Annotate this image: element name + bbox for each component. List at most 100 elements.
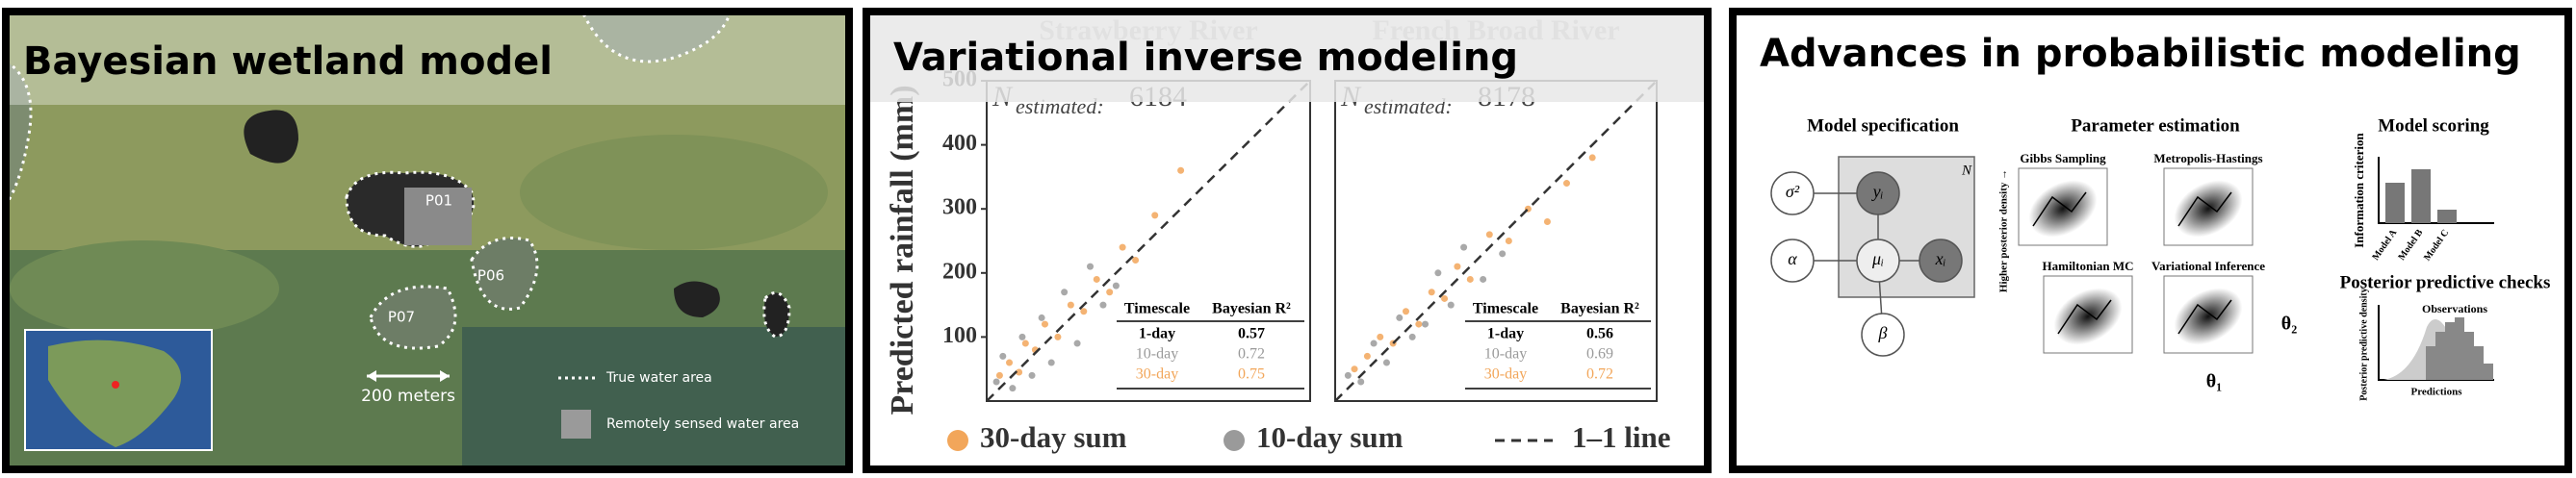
table-cell: 0.56 — [1586, 326, 1613, 342]
scatter-point — [992, 378, 1000, 386]
scatter-point — [1402, 308, 1409, 315]
scatter-point — [1499, 250, 1507, 258]
scatter-point — [999, 352, 1007, 360]
scatter-point — [1434, 269, 1442, 277]
scale-label: 200 meters — [361, 387, 455, 406]
ppc-label: Predictions — [2411, 387, 2463, 398]
legend-marker — [1224, 430, 1245, 451]
posterior — [2053, 288, 2123, 345]
node — [1919, 239, 1963, 283]
node-label: yᵢ — [1871, 182, 1884, 201]
scatter-point — [1099, 301, 1107, 309]
table-cell: 0.57 — [1238, 326, 1265, 342]
observation-bar — [2484, 364, 2493, 380]
scatter-point — [1080, 308, 1088, 315]
ppc-label: Observations — [2422, 302, 2487, 315]
sampler-path — [2177, 191, 2232, 227]
axis-label: Higher posterior density → — [1998, 169, 2010, 292]
scatter-point — [1543, 218, 1551, 226]
scatter-point — [1054, 333, 1062, 340]
node-label: xᵢ — [1935, 249, 1946, 268]
table-cell: 0.72 — [1586, 366, 1613, 383]
section-title: Model scoring — [2378, 115, 2489, 136]
legend-marker — [947, 430, 968, 451]
y-tick-label: 200 — [942, 259, 977, 284]
table-cell: 30-day — [1136, 366, 1178, 383]
one-to-one-line — [986, 80, 1311, 402]
scatter-point — [1344, 371, 1352, 379]
scatter-point — [1485, 231, 1493, 239]
scatter-point — [1396, 314, 1404, 321]
scatter-point — [1038, 314, 1045, 321]
site-label: P07 — [388, 309, 415, 326]
legend-label: 30-day sum — [980, 420, 1127, 454]
scatter-point — [1466, 275, 1474, 283]
axis-label: θ₁ — [2206, 371, 2222, 392]
scatter-point — [1151, 212, 1159, 219]
table-header: Timescale — [1473, 301, 1538, 317]
scatter-point — [1428, 289, 1435, 296]
scatter-point — [1112, 282, 1120, 289]
node-label: σ² — [1786, 182, 1800, 201]
observation-bar — [2426, 346, 2435, 380]
scatter-point — [1377, 333, 1384, 340]
panel-title: Advances in probabilistic modeling — [1760, 32, 2521, 76]
scatter-point — [1562, 180, 1570, 188]
table-cell: 1-day — [1487, 326, 1524, 342]
sampler-path — [2032, 191, 2087, 227]
sampler-label: Gibbs Sampling — [2020, 151, 2106, 165]
scatter-point — [1087, 263, 1095, 270]
sampler-label: Metropolis-Hastings — [2153, 151, 2262, 165]
observation-bar — [2474, 346, 2484, 380]
posterior — [2174, 180, 2243, 238]
section-title: Posterior predictive checks — [2340, 272, 2551, 292]
y-tick-label: 100 — [942, 323, 977, 348]
scatter-point — [1505, 238, 1512, 244]
table-cell: 0.69 — [1586, 346, 1613, 363]
satellite-image — [8, 13, 847, 467]
observation-bar — [2435, 332, 2445, 380]
sampler-label: Variational Inference — [2151, 259, 2265, 273]
scatter-point — [1422, 320, 1430, 328]
scatter-point — [1018, 333, 1026, 340]
posterior — [2174, 288, 2243, 345]
legend-label: True water area — [605, 370, 712, 386]
scatter-point — [1588, 154, 1596, 162]
node — [1770, 239, 1815, 283]
scatter-point — [1041, 320, 1048, 328]
table-cell: 0.72 — [1238, 346, 1265, 363]
axis-label: Posterior predictive density — [2358, 288, 2369, 400]
table-bg — [1465, 296, 1651, 392]
table-cell: 30-day — [1484, 366, 1527, 383]
table-header: Bayesian R² — [1560, 301, 1639, 317]
section-title: Model specification — [1807, 115, 1959, 136]
sampler-path — [2177, 299, 2232, 335]
site-label: P06 — [477, 267, 504, 285]
posterior — [2028, 180, 2098, 238]
scatter-point — [1351, 365, 1358, 373]
legend-label: Remotely sensed water area — [606, 416, 799, 432]
table-cell: 1-day — [1139, 326, 1175, 342]
score-bar — [2385, 183, 2405, 223]
sampler-path — [2057, 299, 2112, 335]
scatter-point — [1021, 340, 1029, 347]
scatter-point — [1382, 359, 1390, 366]
title-band — [870, 15, 1704, 102]
scatter-point — [1480, 275, 1487, 283]
panel-border — [2, 8, 853, 473]
table-header: Timescale — [1124, 301, 1190, 317]
legend-label: 1–1 line — [1572, 420, 1670, 454]
table-cell: 10-day — [1484, 346, 1527, 363]
scatter-point — [1357, 378, 1365, 386]
axis-label: θ₂ — [2281, 314, 2297, 335]
score-bar — [2411, 169, 2431, 223]
table-cell: 0.75 — [1238, 366, 1265, 383]
plate-label: N — [1961, 163, 1972, 178]
scatter-point — [1009, 385, 1017, 392]
scatter-point — [1408, 333, 1416, 340]
scatter-point — [1106, 289, 1114, 296]
scatter-point — [1047, 359, 1055, 366]
scatter-point — [1370, 340, 1378, 347]
axis-label: Information criterion — [2352, 132, 2366, 247]
observation-bar — [2445, 322, 2455, 380]
